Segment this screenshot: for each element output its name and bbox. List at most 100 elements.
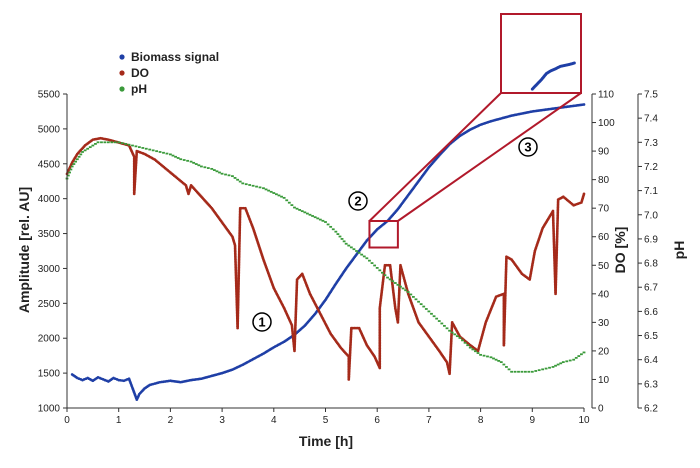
- ph-point: [338, 235, 342, 238]
- ph-point: [561, 361, 565, 364]
- ph-point: [334, 230, 338, 233]
- ph-point: [362, 255, 366, 258]
- ph-point: [103, 141, 107, 144]
- ph-point: [124, 143, 127, 145]
- ph-point: [144, 147, 148, 150]
- ph-point: [94, 143, 97, 145]
- ph-point: [458, 337, 462, 339]
- ph-point: [340, 238, 344, 240]
- y-right1-tick-label: 70: [598, 204, 610, 215]
- ph-point: [502, 363, 506, 366]
- ph-point: [409, 293, 413, 296]
- ph-point: [537, 369, 541, 372]
- ph-point: [244, 183, 248, 186]
- ph-point: [285, 199, 289, 202]
- ph-point: [272, 192, 276, 194]
- ph-point: [169, 153, 172, 156]
- ph-point: [293, 206, 296, 209]
- y-right2-tick-label: 6.2: [644, 404, 658, 415]
- legend-biomass-label: Biomass signal: [131, 50, 219, 64]
- ph-point: [227, 174, 231, 177]
- ph-point: [494, 358, 498, 361]
- ph-point: [388, 278, 392, 281]
- annotation-circle-2: [348, 191, 368, 211]
- y-left-tick-label: 1000: [38, 404, 61, 415]
- ph-point: [336, 233, 340, 235]
- ph-point: [507, 368, 511, 371]
- ph-point: [565, 360, 569, 363]
- annotation-label-1: 1: [258, 315, 265, 330]
- ph-point: [404, 289, 408, 292]
- ph-point: [131, 144, 134, 147]
- x-tick-label: 0: [64, 415, 70, 426]
- ph-point: [224, 173, 227, 176]
- ph-point: [179, 158, 183, 161]
- ph-point: [424, 308, 428, 310]
- ph-point: [396, 283, 400, 286]
- ph-point: [148, 148, 152, 151]
- ph-point: [375, 267, 379, 269]
- ph-point: [419, 303, 423, 306]
- ph-point: [158, 151, 162, 153]
- ph-point: [155, 150, 159, 153]
- ph-point: [580, 353, 583, 356]
- ph-point: [215, 170, 219, 173]
- y-left-tick-label: 1500: [38, 369, 61, 380]
- zoom-connector-right: [397, 92, 582, 222]
- legend-do-label: DO: [131, 66, 149, 80]
- ph-point: [386, 276, 389, 279]
- ph-point: [110, 141, 114, 144]
- ph-point: [331, 228, 335, 231]
- x-tick-label: 4: [271, 415, 277, 426]
- ph-point: [489, 356, 493, 359]
- ph-point: [378, 269, 382, 272]
- ph-point: [206, 167, 210, 169]
- ph-point: [287, 201, 291, 204]
- annotation-label-3: 3: [524, 140, 531, 155]
- legend-ph-marker: [119, 86, 125, 92]
- ph-point: [282, 196, 286, 199]
- ph-point: [391, 280, 395, 283]
- ph-point: [468, 346, 472, 349]
- ph-point: [406, 291, 410, 293]
- ph-point: [186, 159, 190, 162]
- ph-point: [176, 157, 180, 159]
- y-right1-tick-label: 110: [598, 90, 614, 101]
- ph-point: [554, 364, 557, 367]
- y-right2-tick-label: 7.1: [644, 186, 658, 197]
- ph-point: [448, 329, 451, 332]
- x-tick-label: 1: [116, 415, 122, 426]
- ph-point: [479, 353, 482, 356]
- y-left-tick-label: 4000: [38, 194, 61, 205]
- ph-point: [432, 315, 436, 318]
- ph-point: [437, 320, 441, 322]
- y-right2-tick-label: 7.2: [644, 162, 658, 173]
- ph-point: [544, 367, 548, 370]
- ph-point: [70, 165, 74, 168]
- y-right1-tick-label: 30: [598, 318, 610, 329]
- ph-point: [401, 287, 405, 290]
- ph-point: [192, 161, 196, 164]
- ph-point: [373, 264, 377, 267]
- ph-point: [69, 168, 73, 171]
- ph-point: [251, 184, 255, 187]
- ph-point: [74, 160, 78, 163]
- legend-biomass-marker: [119, 54, 125, 60]
- ph-point: [349, 246, 353, 249]
- series-layer: [65, 103, 586, 401]
- ph-point: [548, 366, 551, 369]
- ph-point: [162, 151, 165, 154]
- x-tick-label: 6: [374, 415, 380, 426]
- ph-point: [306, 212, 309, 215]
- y-right1-tick-label: 0: [598, 404, 604, 415]
- ph-point: [582, 351, 586, 354]
- ph-point: [75, 158, 79, 161]
- ph-point: [497, 360, 501, 362]
- ph-point: [303, 211, 307, 214]
- ph-point: [527, 370, 531, 373]
- ph-point: [355, 250, 358, 252]
- y-right1-tick-label: 80: [598, 175, 610, 186]
- ph-point: [342, 240, 346, 243]
- y-axis-left-title: Amplitude [rel. AU]: [16, 187, 32, 313]
